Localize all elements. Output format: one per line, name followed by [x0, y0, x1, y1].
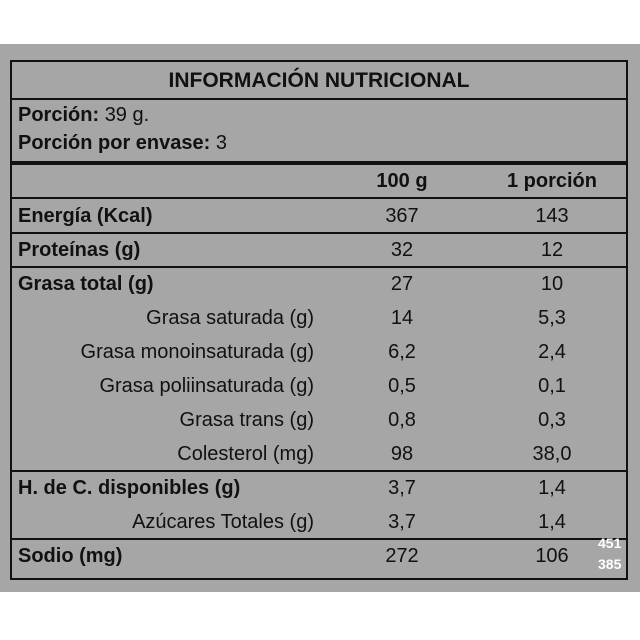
- nutrient-row-monounsaturated-fat: Grasa monoinsaturada (g) 6,2 2,4: [12, 336, 626, 368]
- divider: [12, 538, 626, 540]
- value-per-100g: 98: [390, 443, 414, 465]
- value-per-100g: 32: [390, 239, 414, 261]
- nutrient-name: H. de C. disponibles (g): [18, 477, 241, 499]
- value-per-portion: 2,4: [538, 341, 566, 363]
- value-per-portion: 1,4: [538, 477, 566, 499]
- portions-per-pack-label: Porción por envase:: [18, 132, 211, 154]
- value-per-portion: 5,3: [538, 307, 566, 329]
- nutrient-name: Grasa total (g): [18, 273, 154, 295]
- value-per-100g: 6,2: [388, 341, 416, 363]
- nutrient-name: Grasa saturada (g): [146, 307, 314, 329]
- divider: [12, 197, 626, 199]
- value-per-100g: 3,7: [388, 477, 416, 499]
- table-title: INFORMACIÓN NUTRICIONAL: [168, 69, 470, 92]
- value-per-portion: 0,1: [538, 375, 566, 397]
- portion-size-value: 39 g.: [104, 104, 150, 126]
- nutrient-name: Colesterol (mg): [177, 443, 314, 465]
- column-header-row: 100 g 1 porción: [12, 165, 626, 197]
- label-background: [0, 44, 640, 592]
- column-header-100g: 100 g: [376, 170, 428, 192]
- nutrient-row-carbohydrates: H. de C. disponibles (g) 3,7 1,4: [12, 472, 626, 504]
- nutrient-name: Energía (Kcal): [18, 205, 153, 227]
- nutrient-row-total-fat: Grasa total (g) 27 10: [12, 268, 626, 300]
- nutrient-row-cholesterol: Colesterol (mg) 98 38,0: [12, 438, 626, 470]
- divider: [12, 232, 626, 234]
- value-per-portion: 1,4: [538, 511, 566, 533]
- divider: [12, 470, 626, 472]
- divider-thick: [12, 161, 626, 165]
- nutrient-name: Grasa monoinsaturada (g): [80, 341, 314, 363]
- image-size-width: 451: [598, 535, 622, 551]
- value-per-portion: 38,0: [532, 443, 572, 465]
- nutrient-row-polyunsaturated-fat: Grasa poliinsaturada (g) 0,5 0,1: [12, 370, 626, 402]
- portion-size-label: Porción:: [18, 104, 100, 126]
- nutrient-name: Proteínas (g): [18, 239, 141, 261]
- nutrient-name: Sodio (mg): [18, 545, 123, 567]
- divider: [12, 98, 626, 100]
- column-header-portion: 1 porción: [506, 170, 597, 192]
- portions-per-pack: Porción por envase: 3: [18, 130, 227, 156]
- value-per-portion: 143: [535, 205, 569, 227]
- value-per-100g: 367: [385, 205, 419, 227]
- value-per-100g: 0,8: [388, 409, 416, 431]
- nutrient-row-sodium: Sodio (mg) 272 106: [12, 540, 626, 572]
- value-per-100g: 0,5: [388, 375, 416, 397]
- value-per-100g: 272: [385, 545, 419, 567]
- value-per-100g: 27: [390, 273, 414, 295]
- nutrient-row-energy: Energía (Kcal) 367 143: [12, 200, 626, 232]
- nutrient-row-protein: Proteínas (g) 32 12: [12, 234, 626, 266]
- value-per-100g: 3,7: [388, 511, 416, 533]
- value-per-portion: 10: [540, 273, 564, 295]
- image-size-height: 385: [598, 556, 622, 572]
- nutrient-name: Azúcares Totales (g): [132, 511, 314, 533]
- divider: [12, 266, 626, 268]
- portion-size: Porción: 39 g.: [18, 102, 149, 128]
- portions-per-pack-value: 3: [215, 132, 227, 154]
- nutrient-name: Grasa poliinsaturada (g): [99, 375, 314, 397]
- nutrient-row-saturated-fat: Grasa saturada (g) 14 5,3: [12, 302, 626, 334]
- nutrient-row-trans-fat: Grasa trans (g) 0,8 0,3: [12, 404, 626, 436]
- value-per-portion: 12: [540, 239, 564, 261]
- nutrient-row-total-sugars: Azúcares Totales (g) 3,7 1,4: [12, 506, 626, 538]
- value-per-portion: 0,3: [538, 409, 566, 431]
- value-per-100g: 14: [390, 307, 414, 329]
- value-per-portion: 106: [535, 545, 569, 567]
- nutrition-facts-table: INFORMACIÓN NUTRICIONAL Porción: 39 g. P…: [10, 60, 628, 580]
- nutrient-name: Grasa trans (g): [179, 409, 314, 431]
